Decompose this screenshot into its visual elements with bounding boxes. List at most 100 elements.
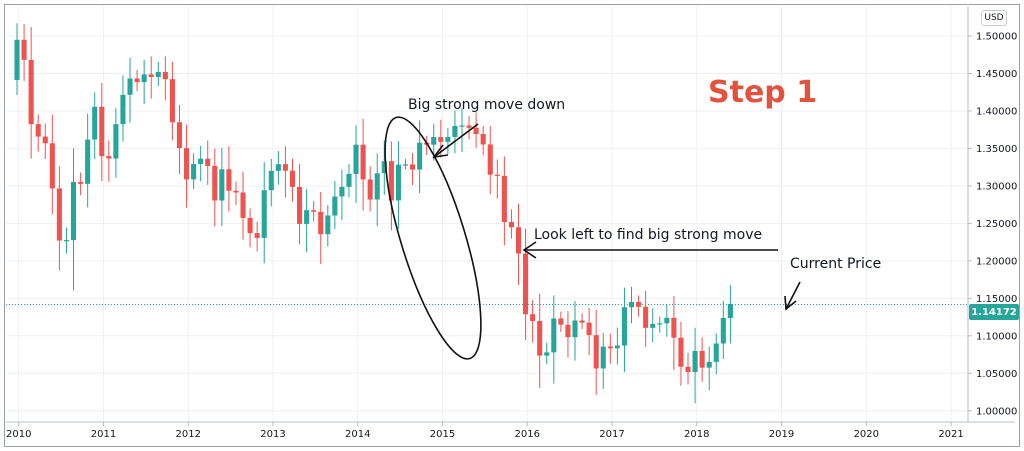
candle-body <box>339 186 345 197</box>
y-tick-label: 1.40000 <box>976 106 1017 117</box>
candle-body <box>480 134 486 145</box>
candle-body <box>325 215 331 235</box>
highlight-ellipse <box>384 116 482 360</box>
candle-body <box>650 323 656 328</box>
candle-body <box>141 74 147 83</box>
candle-body <box>127 78 133 95</box>
candle-body <box>297 186 303 224</box>
candle-body <box>240 192 246 218</box>
candle-body <box>63 240 70 242</box>
y-tick-label: 1.05000 <box>976 369 1017 380</box>
y-tick-label: 1.25000 <box>976 219 1017 230</box>
candle-body <box>544 352 550 356</box>
candle-body <box>268 170 274 191</box>
candle-body <box>176 122 183 149</box>
candle-body <box>523 253 529 315</box>
candle-body <box>727 303 733 319</box>
candle-body <box>473 127 479 135</box>
step-label: Step 1 <box>708 75 817 110</box>
candle-body <box>579 320 585 323</box>
candle-body <box>134 78 140 83</box>
x-tick-label: 2016 <box>515 429 540 440</box>
candle-body <box>42 136 48 144</box>
candle-body <box>593 335 599 369</box>
candle-body <box>558 318 564 325</box>
candle-body <box>692 350 698 373</box>
candle-body <box>551 318 557 353</box>
candle-body <box>671 317 677 338</box>
y-tick-label: 1.20000 <box>976 256 1017 267</box>
candle-body <box>381 161 387 174</box>
candle-body <box>501 175 507 223</box>
candle-body <box>92 106 98 140</box>
candle-body <box>56 188 62 241</box>
candle-body <box>417 142 423 170</box>
candle-body <box>388 161 394 201</box>
candle-body <box>678 337 684 367</box>
candle-body <box>713 343 719 362</box>
candle-body <box>699 350 705 368</box>
candle-body <box>275 164 281 171</box>
candle-body <box>360 144 366 180</box>
candle-body <box>643 306 649 328</box>
candle-body <box>466 125 472 128</box>
currency-badge[interactable]: USD <box>981 10 1007 26</box>
big-move-label: Big strong move down <box>408 97 565 113</box>
y-tick-label: 1.35000 <box>976 144 1017 155</box>
candle-body <box>226 169 232 191</box>
candle-body <box>402 164 409 166</box>
candle-body <box>395 164 401 201</box>
candle-body <box>572 320 578 338</box>
x-tick-label: 2019 <box>769 429 794 440</box>
candle-body <box>494 174 500 176</box>
candle-body <box>21 39 27 60</box>
candle-body <box>191 164 197 180</box>
x-axis: 2010 2011 2012 2013 2014 2015 2016 2017 2018 2019… <box>6 421 1015 440</box>
candle-body <box>332 196 338 216</box>
candle-body <box>614 345 620 349</box>
candle-body <box>636 301 642 307</box>
x-tick-label: 2017 <box>599 429 624 440</box>
candle-body <box>162 72 168 80</box>
x-tick-label: 2014 <box>345 429 370 440</box>
candle-body <box>452 125 458 138</box>
candle-body <box>720 318 726 344</box>
candles <box>14 23 733 404</box>
candle-body <box>155 72 161 77</box>
candle-body <box>113 124 119 159</box>
candle-body <box>261 190 267 238</box>
candle-body <box>148 74 154 77</box>
candle-body <box>487 144 493 175</box>
current-price-arrow <box>784 281 801 311</box>
candle-body <box>657 323 663 325</box>
candle-body <box>35 124 41 137</box>
candle-body <box>318 211 324 235</box>
candle-body <box>169 79 175 123</box>
candle-body <box>628 301 635 308</box>
candle-body <box>106 156 112 159</box>
candle-body <box>706 361 712 368</box>
grid <box>6 6 968 422</box>
candle-body <box>198 158 204 165</box>
current-price-label: Current Price <box>790 256 881 272</box>
candle-body <box>586 322 592 336</box>
current-price-tag: 1.14172 <box>969 304 1019 320</box>
x-tick-label: 2021 <box>938 429 963 440</box>
candle-body <box>537 320 543 356</box>
y-tick-label: 1.45000 <box>976 69 1017 80</box>
candle-body <box>49 143 55 189</box>
y-tick-label: 1.00000 <box>976 406 1017 417</box>
candle-body <box>212 165 218 201</box>
candle-body <box>530 314 536 321</box>
x-tick-label: 2013 <box>260 429 285 440</box>
x-tick-label: 2012 <box>176 429 201 440</box>
candle-body <box>438 137 444 142</box>
candle-body <box>254 233 260 238</box>
candle-body <box>459 125 465 127</box>
candle-body <box>367 179 373 200</box>
candle-body <box>78 181 84 184</box>
candle-body <box>445 137 451 142</box>
look-left-arrow <box>522 241 778 259</box>
candle-body <box>233 190 239 193</box>
